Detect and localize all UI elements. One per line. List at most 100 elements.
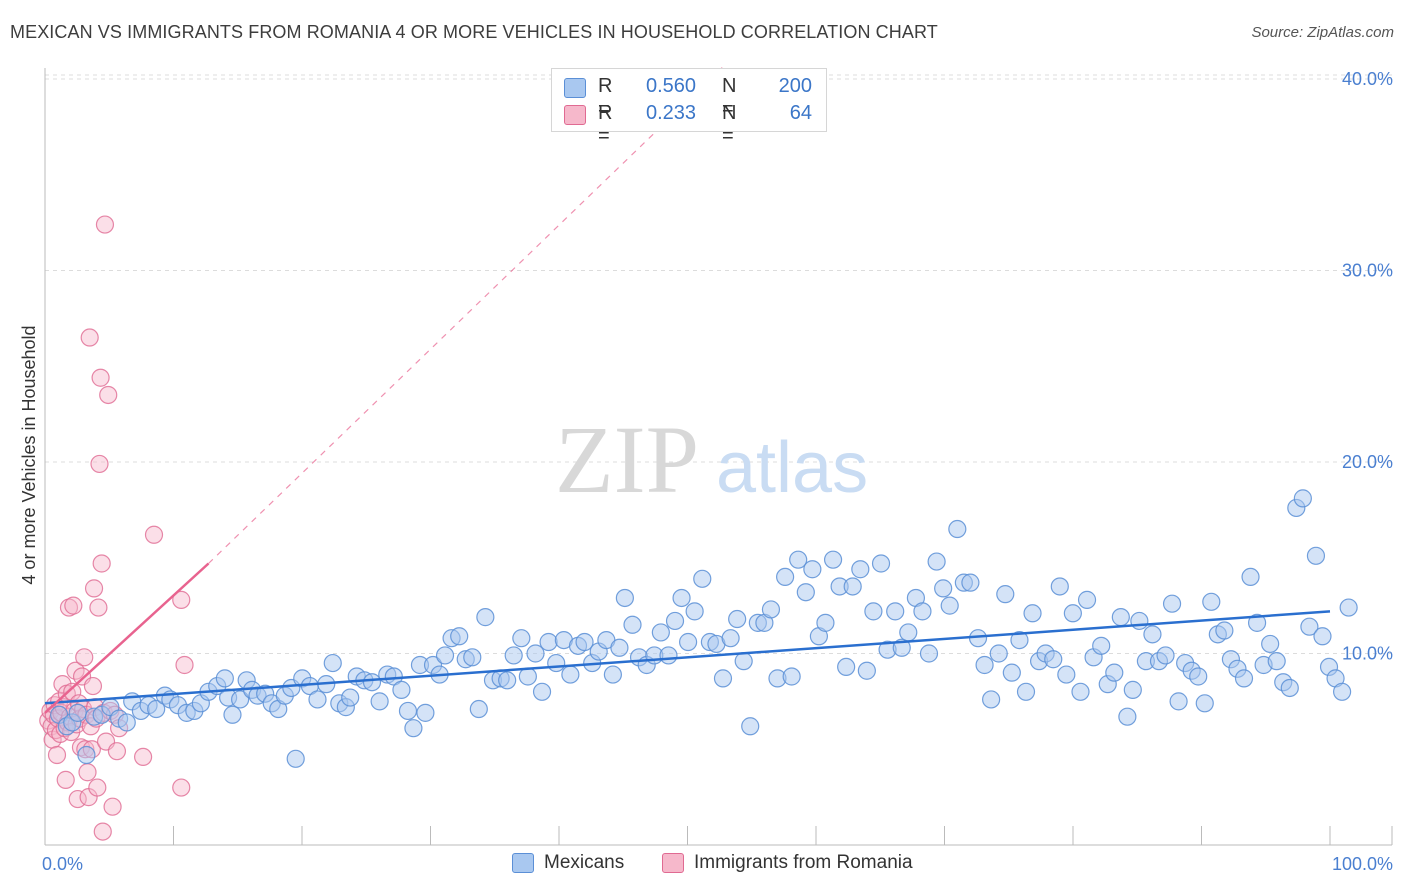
mexican-point (435, 646, 455, 665)
mexican-point (728, 609, 747, 629)
mexican-point (1092, 636, 1111, 655)
legend-r-label: R = (598, 102, 613, 147)
mexican-point (851, 560, 870, 579)
romania-point (92, 554, 111, 573)
mexican-point (782, 667, 801, 686)
romania-point (144, 525, 164, 544)
mexican-point (823, 550, 843, 569)
y-axis-label: 4 or more Vehicles in Household (19, 325, 39, 584)
legend-r-label: R = (598, 75, 613, 120)
grid (45, 74, 1392, 654)
mexican-point (1105, 663, 1124, 682)
legend-swatch-blue (512, 853, 534, 873)
x-tick-label: 0.0% (42, 854, 83, 874)
mexican-point (1010, 630, 1029, 650)
mexican-point (789, 550, 808, 569)
romania-point (89, 598, 108, 617)
mexican-point (1241, 567, 1260, 587)
mexican-point (362, 673, 382, 692)
mexican-point (547, 653, 566, 673)
legend-r-value: 0.560 (646, 75, 697, 97)
x-tick-labels: 0.0% 100.0% (42, 854, 1393, 874)
romania-point (83, 676, 103, 696)
x-tick-label: 100.0% (1332, 854, 1393, 874)
mexican-point (512, 629, 531, 648)
mexican-point (603, 665, 622, 684)
mexican-point (1063, 604, 1082, 623)
mexican-point (961, 573, 980, 592)
mexicans-trend-line (44, 610, 1331, 705)
mexican-point (77, 745, 96, 765)
mexican-point (1169, 692, 1188, 711)
mexican-point (1016, 682, 1036, 701)
mexican-point (734, 652, 753, 671)
romania-point (53, 675, 72, 694)
mexican-point (215, 669, 234, 688)
romania-points (39, 215, 194, 841)
mexican-point (1044, 650, 1063, 669)
mexican-point (1332, 682, 1352, 701)
mexican-point (1156, 646, 1175, 665)
mexican-point (1023, 604, 1042, 623)
mexican-point (982, 690, 1001, 709)
legend-n-label: N = (722, 102, 737, 147)
legend-swatch-pink (662, 853, 684, 873)
mexican-point (1189, 667, 1208, 686)
mexican-point (693, 569, 712, 588)
mexican-point (308, 690, 327, 709)
mexican-point (1123, 680, 1142, 699)
mexican-point (623, 615, 642, 634)
romania-point (175, 655, 194, 675)
mexican-point (651, 623, 670, 642)
legend-n-value: 64 (789, 102, 812, 124)
romania-point (95, 215, 115, 234)
mexican-point (147, 699, 166, 719)
romania-point (134, 747, 153, 767)
mexican-point (476, 608, 495, 627)
mexican-point (948, 519, 967, 539)
romania-point (90, 454, 109, 474)
mexican-point (685, 602, 704, 621)
romania-point (172, 590, 191, 609)
mexican-point (526, 644, 545, 663)
trend-lines (44, 63, 1331, 714)
mexican-point (504, 646, 523, 665)
mexican-point (672, 588, 691, 608)
mexican-point (231, 690, 250, 709)
mexican-point (498, 671, 517, 690)
romania-point (80, 328, 99, 347)
romania-point (64, 596, 83, 615)
mexican-point (1267, 652, 1286, 671)
romania-point (88, 778, 107, 797)
mexican-point (919, 644, 939, 663)
mexican-point (776, 567, 795, 587)
romania-point (47, 745, 67, 765)
mexican-point (678, 632, 698, 652)
mexican-point (837, 657, 856, 677)
mexican-point (864, 602, 883, 621)
legend-r-value: 0.233 (646, 102, 697, 124)
mexican-point (1195, 694, 1214, 713)
mexican-point (610, 638, 629, 657)
mexican-point (1050, 577, 1069, 596)
chart-title: MEXICAN VS IMMIGRANTS FROM ROMANIA 4 OR … (10, 22, 938, 42)
mexican-point (871, 554, 891, 573)
mexican-point (665, 611, 685, 631)
mexican-point (1077, 590, 1097, 609)
mexican-point (803, 560, 822, 579)
watermark-zip: ZIP (555, 406, 699, 513)
correlation-legend: R = 0.560 N = 200 R = 0.233 N = 64 (551, 68, 827, 147)
mexican-point (721, 629, 740, 648)
mexican-point (886, 602, 905, 621)
mexican-point (1293, 489, 1312, 508)
mexican-point (450, 627, 469, 646)
mexican-point (1306, 546, 1326, 565)
mexican-point (1280, 678, 1299, 698)
romania-point (172, 778, 191, 797)
mexican-point (518, 667, 537, 686)
mexican-point (1202, 592, 1221, 611)
mexican-point (741, 717, 760, 736)
romania-point (107, 742, 127, 761)
romania-point (56, 770, 75, 789)
